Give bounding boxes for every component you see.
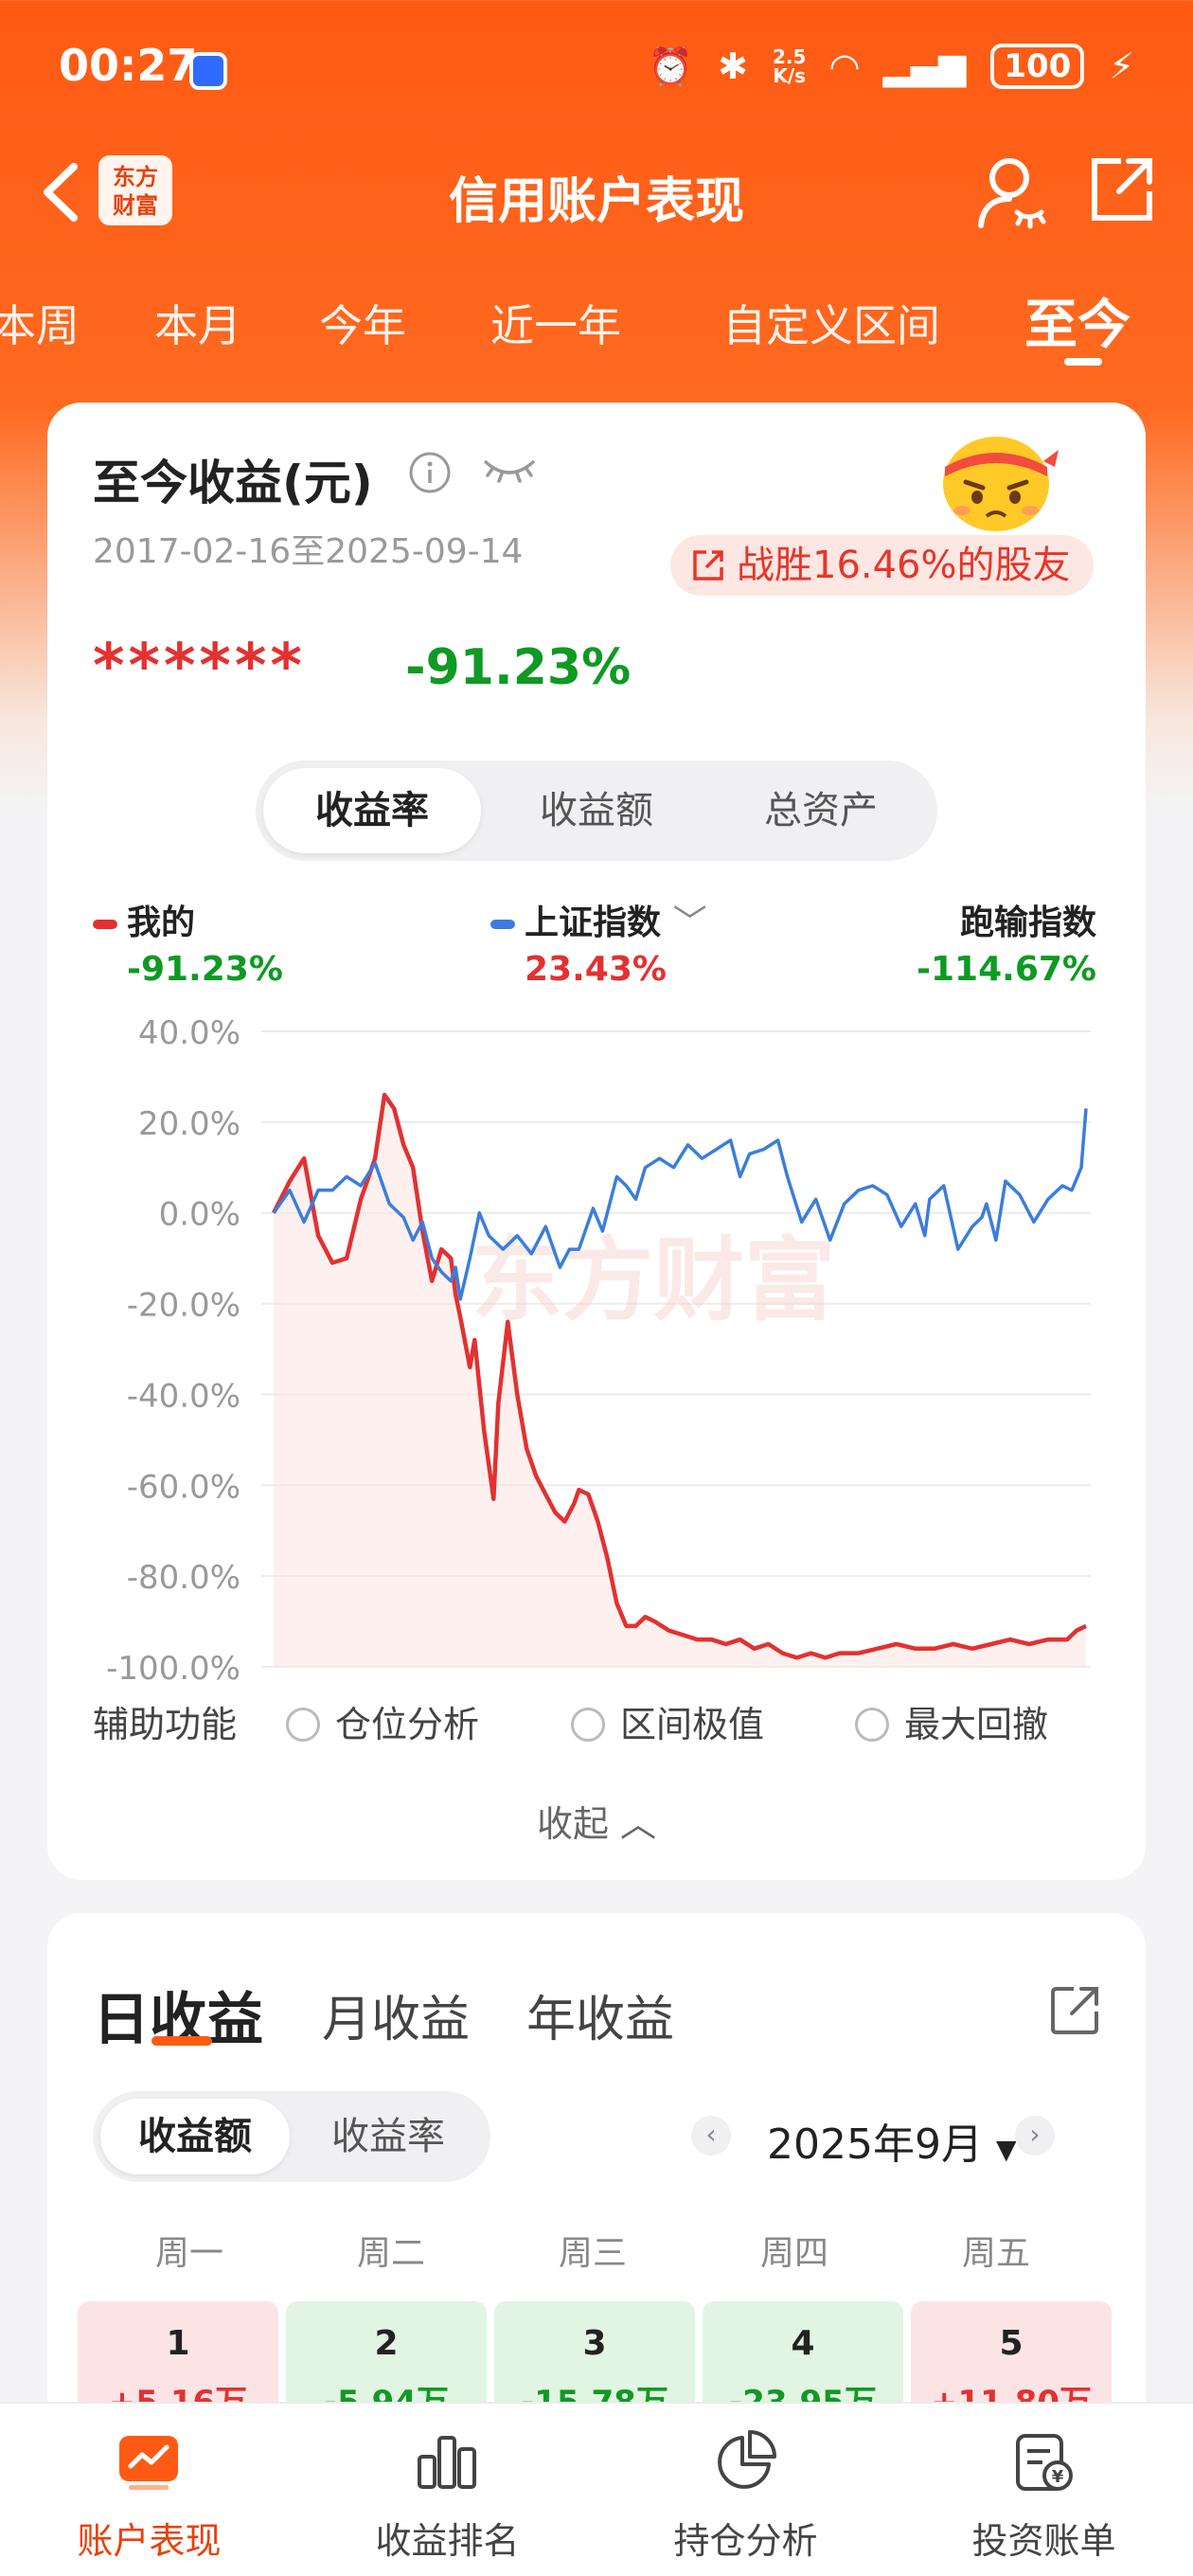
bottom-navigation: 账户表现 收益排名 持仓分析 ¥ 投资账单: [0, 2402, 1193, 2576]
hide-eye-icon[interactable]: [479, 452, 540, 490]
radio-icon: [286, 1707, 320, 1742]
app-header: 东方 财富 信用账户表现: [0, 142, 1193, 246]
bluetooth-icon: ✱: [718, 45, 748, 87]
total-return-rate: -91.23%: [405, 639, 632, 696]
caret-down-icon: ▼: [995, 2134, 1017, 2165]
watermark-text: 东方财富: [472, 1227, 835, 1333]
weekday-label: 周三: [558, 2234, 627, 2273]
aux-max-drawdown[interactable]: 最大回撤: [855, 1695, 1048, 1747]
user-icon[interactable]: [975, 153, 1047, 229]
y-tick-label: -20.0%: [127, 1287, 240, 1325]
chevron-up-icon: ︿: [620, 1803, 657, 1845]
aux-position-analysis[interactable]: 仓位分析: [286, 1695, 479, 1747]
performance-chart-icon: [119, 2436, 178, 2490]
date-range: 2017-02-16至2025-09-14: [93, 532, 524, 571]
month-dropdown[interactable]: 2025年9月 ▼: [767, 2120, 1017, 2169]
nav-account-performance[interactable]: 账户表现: [0, 2404, 298, 2576]
chart-metric-segment: 收益率 收益额 总资产: [256, 760, 937, 861]
return-line-chart[interactable]: 40.0% 20.0% 0.0% -20.0% -40.0% -60.0% -80.0% -1…: [47, 990, 1146, 1681]
segment-return-rate[interactable]: 收益率: [263, 768, 481, 853]
weekday-label: 周一: [154, 2234, 223, 2273]
legend-index-value: 23.43%: [525, 950, 667, 989]
period-tabs: 本周 本月 今年 近一年 自定义区间 至今: [0, 275, 1193, 379]
weekday-label: 周二: [356, 2234, 425, 2273]
legend-mine: 我的: [93, 895, 195, 944]
charging-icon: ⚡: [1109, 45, 1134, 87]
nav-investment-bill[interactable]: ¥ 投资账单: [895, 2404, 1193, 2576]
y-tick-label: -100.0%: [106, 1650, 240, 1681]
collapse-button[interactable]: 收起 ︿: [536, 1803, 657, 1845]
legend-index[interactable]: 上证指数 ﹀: [490, 895, 707, 944]
performance-card: 至今收益(元) 2017-02-16至2025-09-14 战胜16.46%的股…: [47, 402, 1146, 1880]
y-tick-label: 20.0%: [138, 1105, 240, 1143]
segment-return-amount[interactable]: 收益额: [540, 789, 653, 832]
y-tick-label: 0.0%: [159, 1196, 240, 1234]
next-month-button[interactable]: ›: [1015, 2116, 1055, 2156]
tab-custom-range[interactable]: 自定义区间: [722, 300, 940, 351]
summary-title: 至今收益(元): [93, 456, 373, 510]
bill-icon: ¥: [1016, 2434, 1073, 2491]
share-icon[interactable]: [1087, 155, 1155, 224]
tab-since-inception[interactable]: 至今: [1024, 295, 1131, 356]
info-icon[interactable]: [407, 450, 453, 495]
y-tick-label: -60.0%: [127, 1468, 240, 1506]
aux-features-label: 辅助功能: [93, 1704, 238, 1745]
battery-indicator: 100: [990, 44, 1085, 89]
back-icon[interactable]: [34, 159, 91, 225]
series-line-mine: [271, 1092, 1087, 1660]
segment-profit-amount[interactable]: 收益额: [100, 2099, 290, 2174]
calendar-metric-segment: 收益额 收益率: [93, 2091, 490, 2182]
tab-this-month[interactable]: 本月: [154, 300, 241, 351]
y-tick-label: -80.0%: [127, 1559, 240, 1597]
share-icon[interactable]: [1049, 1983, 1102, 2036]
tab-this-week[interactable]: 本周: [0, 300, 80, 351]
tab-last-year[interactable]: 近一年: [490, 300, 621, 351]
brand-logo: 东方 财富: [98, 155, 172, 225]
profit-tab-indicator: [151, 2036, 212, 2046]
wifi-icon: ◠: [830, 45, 859, 87]
network-speed: 2.5 K/s: [772, 45, 807, 87]
legend-underperform: 跑输指数: [959, 903, 1096, 942]
radio-icon: [571, 1707, 605, 1742]
y-tick-label: -40.0%: [127, 1377, 240, 1415]
legend-index-swatch: [490, 920, 515, 929]
weekday-label: 周五: [961, 2234, 1030, 2273]
series-area-mine: [274, 1095, 1086, 1667]
series-line-index: [272, 1108, 1088, 1301]
y-tick-label: 40.0%: [138, 1014, 240, 1052]
legend-mine-value: -91.23%: [127, 950, 283, 989]
tab-yearly-profit[interactable]: 年收益: [526, 1992, 675, 2048]
month-selector: ‹ 2025年9月 ▼ ›: [691, 2102, 1070, 2169]
weekday-label: 周四: [759, 2234, 828, 2273]
svg-text:¥: ¥: [1052, 2467, 1064, 2487]
legend-mine-swatch: [93, 920, 117, 929]
radio-icon: [855, 1707, 889, 1742]
status-bar: 00:27 ⏰ ✱ 2.5 K/s ◠ ▂▄▆ 100 ⚡: [0, 0, 1193, 133]
masked-profit-amount: ******: [93, 632, 306, 702]
beat-ranking-badge[interactable]: 战胜16.46%的股友: [670, 535, 1094, 596]
nav-holdings-analysis[interactable]: 持仓分析: [596, 2404, 895, 2576]
signal-icon: ▂▄▆: [882, 45, 967, 87]
legend-underperform-value: -114.67%: [917, 950, 1096, 989]
pie-chart-icon: [718, 2430, 776, 2489]
app-notification-icon: [189, 52, 227, 90]
angry-mascot-icon: [943, 437, 1059, 531]
tab-this-year[interactable]: 今年: [319, 300, 406, 351]
aux-range-extreme[interactable]: 区间极值: [571, 1695, 764, 1747]
bar-chart-icon: [418, 2436, 476, 2489]
tab-active-indicator: [1064, 358, 1102, 366]
prev-month-button[interactable]: ‹: [691, 2116, 731, 2156]
external-link-icon: [693, 550, 723, 581]
nav-profit-ranking[interactable]: 收益排名: [298, 2404, 596, 2576]
page-title: 信用账户表现: [448, 173, 744, 230]
chevron-down-icon: ﹀: [672, 903, 707, 942]
alarm-icon: ⏰: [648, 45, 694, 87]
status-time: 00:27: [59, 40, 198, 91]
tab-monthly-profit[interactable]: 月收益: [322, 1992, 471, 2048]
segment-profit-rate[interactable]: 收益率: [331, 2115, 445, 2158]
segment-total-assets[interactable]: 总资产: [764, 789, 878, 832]
